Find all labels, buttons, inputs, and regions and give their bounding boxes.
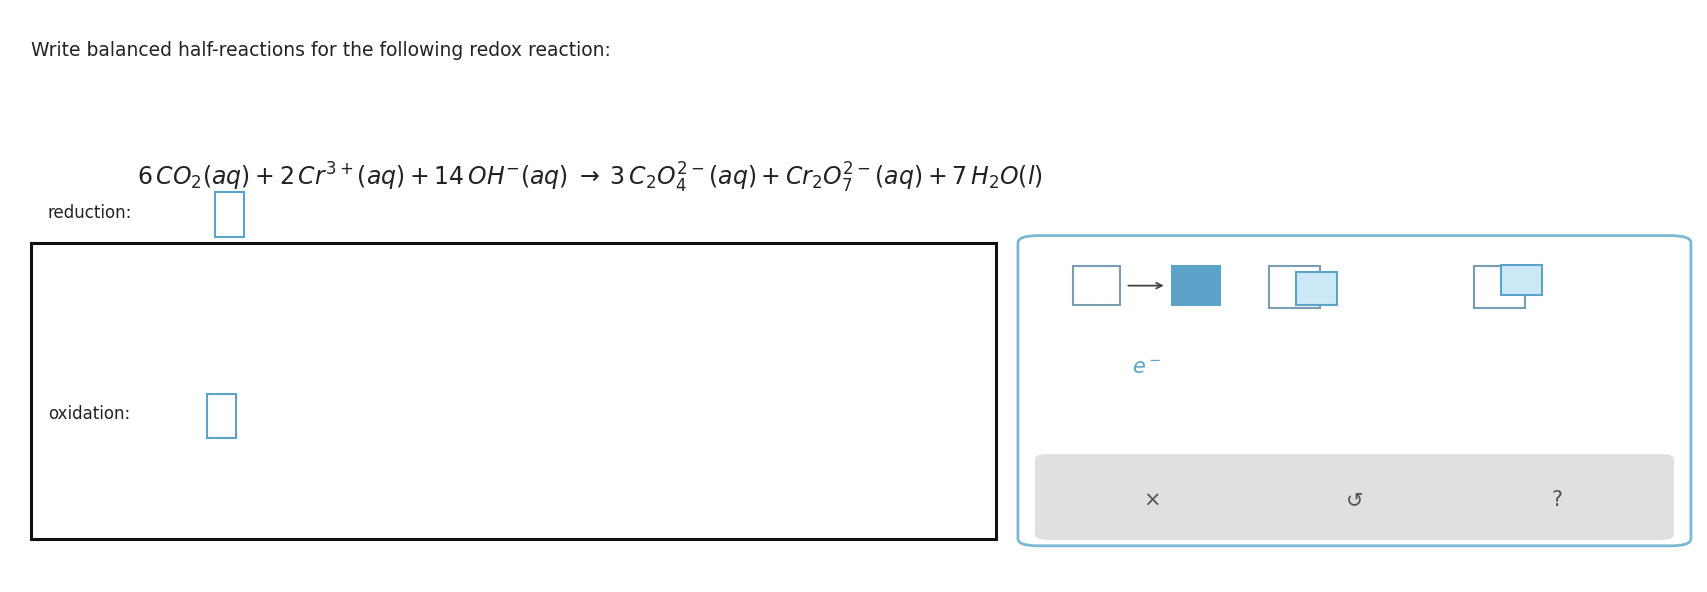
Text: reduction:: reduction: [48, 204, 131, 222]
FancyBboxPatch shape [1034, 454, 1673, 540]
FancyBboxPatch shape [1268, 266, 1320, 308]
FancyBboxPatch shape [1500, 265, 1541, 295]
FancyBboxPatch shape [1473, 266, 1524, 308]
FancyBboxPatch shape [215, 192, 244, 237]
FancyBboxPatch shape [31, 243, 995, 539]
Text: oxidation:: oxidation: [48, 406, 130, 423]
FancyBboxPatch shape [1072, 266, 1120, 305]
FancyBboxPatch shape [1017, 236, 1690, 546]
Text: ×: × [1142, 490, 1161, 510]
FancyBboxPatch shape [1296, 272, 1337, 305]
Text: ?: ? [1550, 490, 1562, 510]
FancyBboxPatch shape [207, 394, 236, 438]
FancyBboxPatch shape [1171, 266, 1219, 305]
Text: Write balanced half-reactions for the following redox reaction:: Write balanced half-reactions for the fo… [31, 41, 611, 60]
Text: ↺: ↺ [1345, 490, 1362, 510]
Text: $e^-$: $e^-$ [1132, 358, 1161, 378]
Text: $6\,CO_2(aq)+2\,Cr^{3+}(aq)+14\,OH^{-}(aq)\;\rightarrow\;3\,C_2O_4^{2-}(aq)+Cr_2: $6\,CO_2(aq)+2\,Cr^{3+}(aq)+14\,OH^{-}(a… [137, 160, 1041, 195]
